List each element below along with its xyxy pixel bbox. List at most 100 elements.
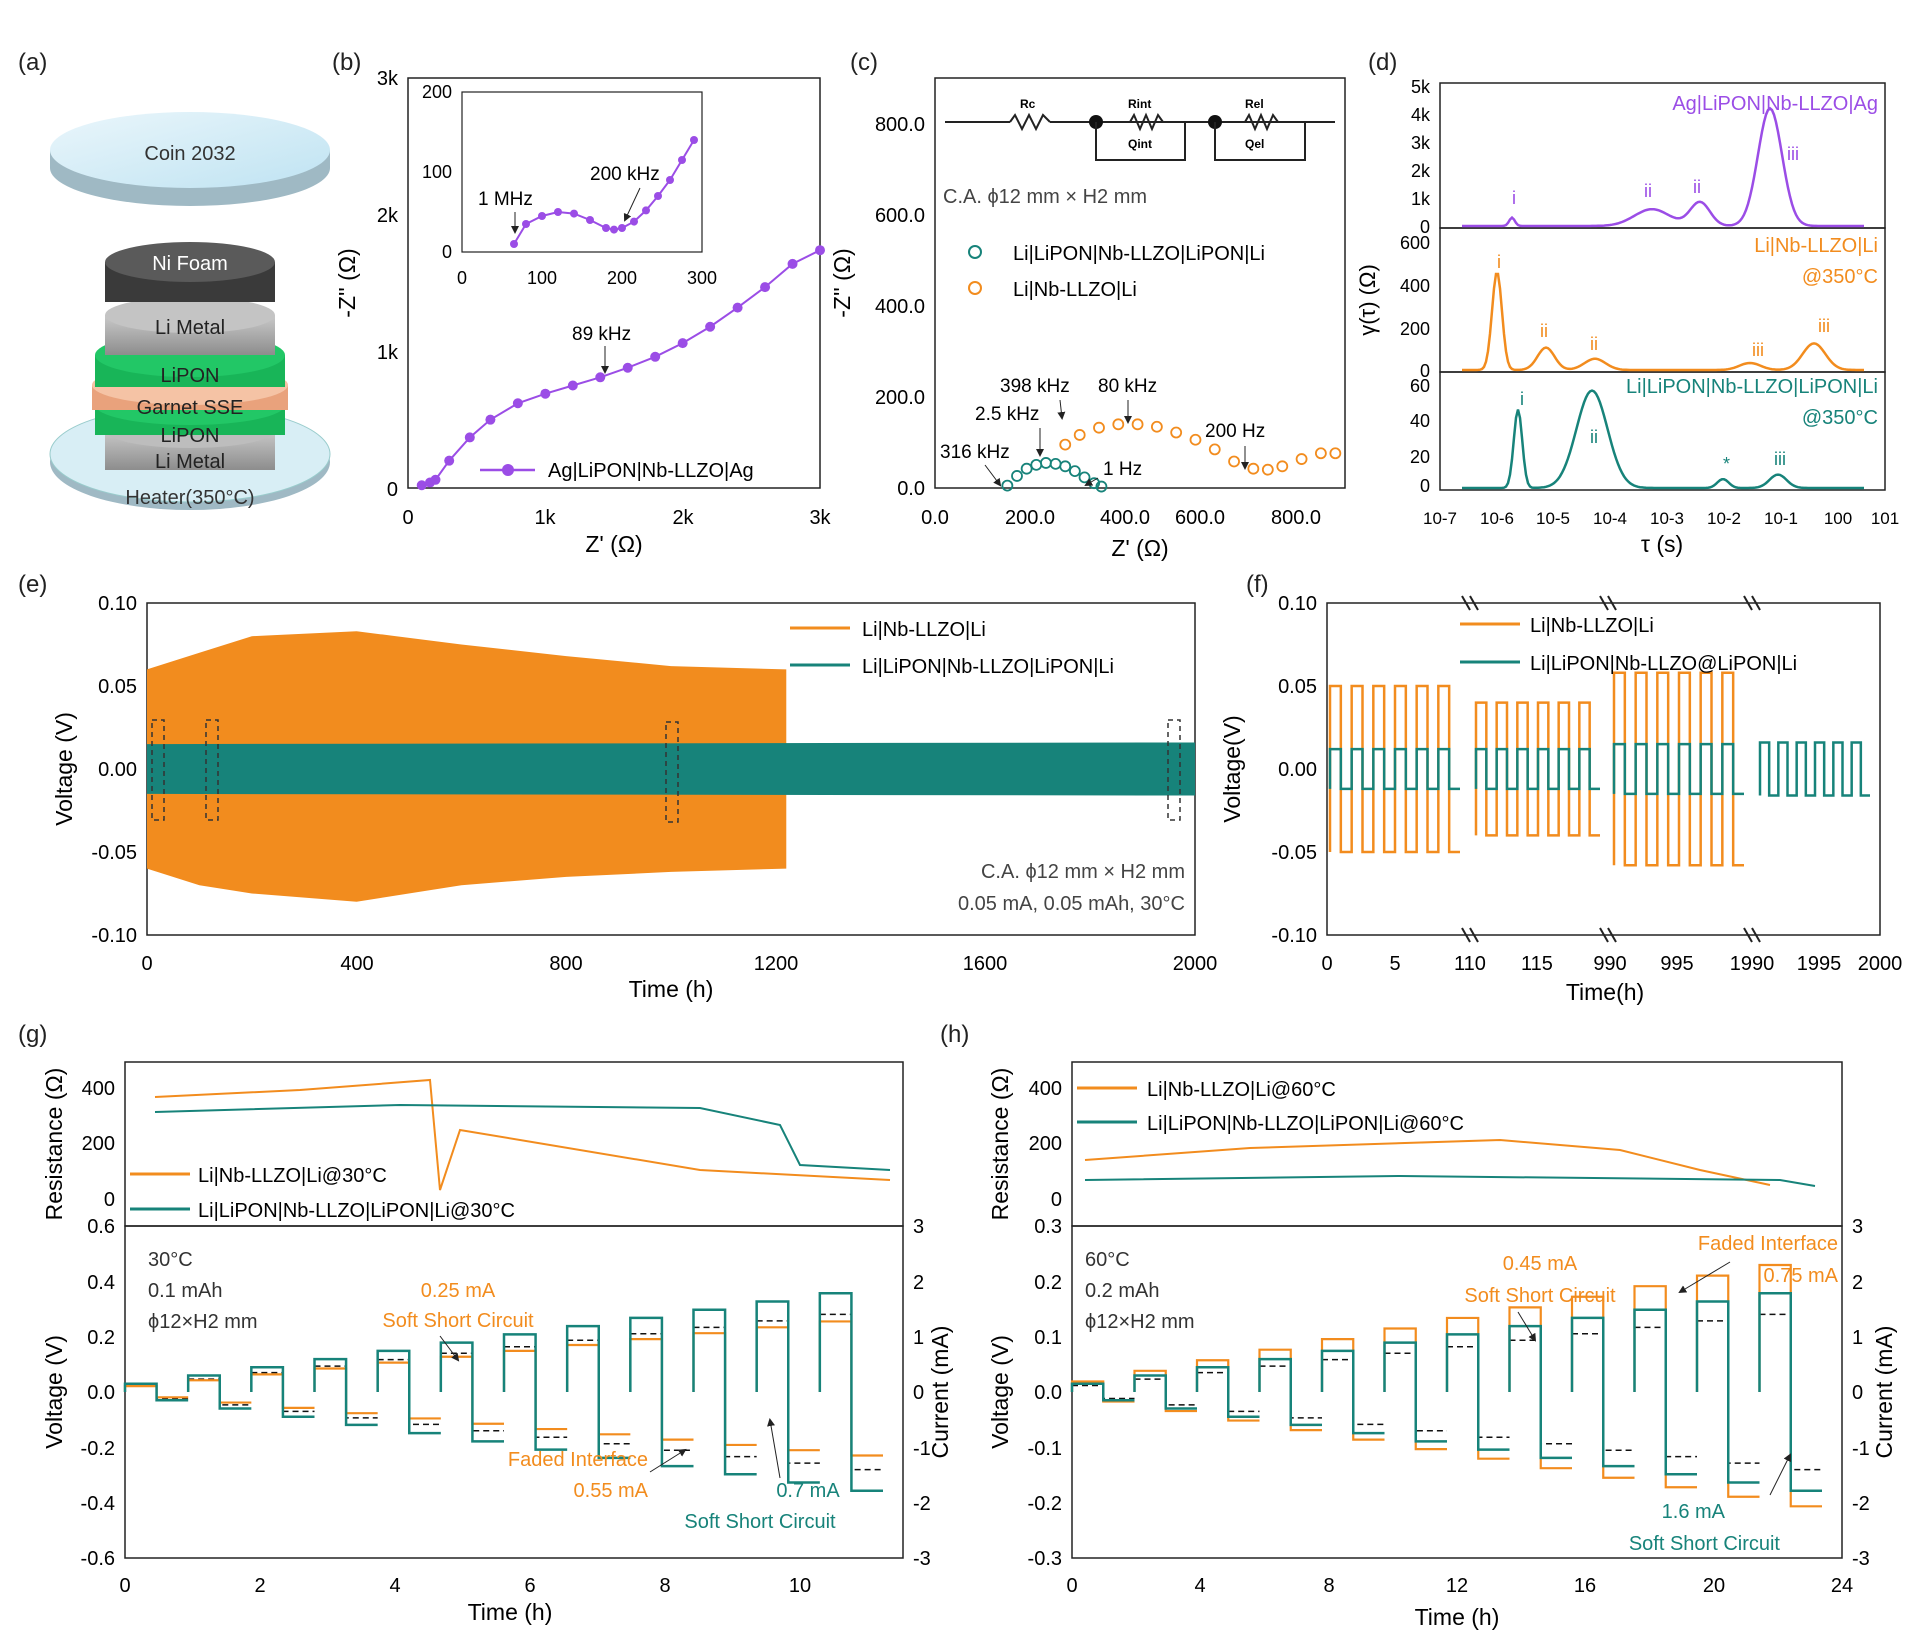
panel-e-cycling: 0 400 800 1200 1600 2000 -0.10 -0.05 0.0… <box>51 593 1217 1002</box>
b-point <box>512 398 523 409</box>
h-ytick: 0.2 <box>1034 1272 1062 1294</box>
g-ytick: 0.4 <box>87 1272 115 1294</box>
e-ytick: -0.10 <box>91 925 137 947</box>
c-point <box>1112 418 1125 431</box>
b-inset-point <box>570 209 578 218</box>
panel-label-g: (g) <box>18 1021 47 1048</box>
g-ytick: -0.6 <box>81 1548 115 1570</box>
b-inset-xtick: 0 <box>457 268 467 288</box>
d1-peak: iii <box>1787 144 1799 164</box>
g-xtick: 6 <box>524 1575 535 1597</box>
h-note: ϕ12×H2 mm <box>1085 1311 1195 1333</box>
b-inset-point <box>510 240 518 248</box>
b-point <box>760 282 771 293</box>
e-ytick: 0.10 <box>98 593 137 615</box>
c-anno-200hz: 200 Hz <box>1205 421 1265 442</box>
d-xtick: 10-2 <box>1707 509 1741 528</box>
e-ticklabels: 0 400 800 1200 1600 2000 -0.10 -0.05 0.0… <box>91 593 1217 975</box>
d1-ytick: 2k <box>1411 161 1431 181</box>
f-wave <box>1328 747 1460 791</box>
g-ylabel2: Current (mA) <box>927 1326 953 1459</box>
b-inset-ytick: 0 <box>442 242 452 262</box>
g-series-voltage-lipon <box>123 1291 883 1493</box>
c-point <box>1078 471 1091 484</box>
f-xtick: 995 <box>1660 953 1693 975</box>
d2-ytick: 600 <box>1400 233 1430 253</box>
c-anno-2.5k: 2.5 kHz <box>975 404 1039 425</box>
c-legend-lipon: Li|LiPON|Nb-LLZO|LiPON|Li <box>1013 243 1265 265</box>
c-point <box>1030 458 1043 471</box>
b-legend-label: Ag|LiPON|Nb-LLZO|Ag <box>548 460 754 482</box>
g-ytick: 0.0 <box>87 1382 115 1404</box>
f-ytick: -0.10 <box>1271 925 1317 947</box>
g-note: 30°C <box>148 1249 193 1271</box>
c-point <box>1040 457 1052 469</box>
g-xtick: 0 <box>119 1575 130 1597</box>
h-y2tick: -3 <box>1852 1548 1870 1570</box>
h-ylabel2: Current (mA) <box>1871 1326 1897 1459</box>
h-y2tick: 0 <box>1852 1382 1863 1404</box>
c-point <box>1208 443 1221 456</box>
c-point <box>1131 418 1144 431</box>
b-inset-point <box>654 192 662 200</box>
b-inset-point <box>610 225 618 234</box>
c-xlabel: Z' (Ω) <box>1111 535 1168 561</box>
c-circuit-rc: Rc <box>1020 97 1036 111</box>
h-note: 0.2 mAh <box>1085 1280 1159 1302</box>
d1-peak: ii <box>1693 177 1701 197</box>
d3-ytick: 20 <box>1410 447 1430 467</box>
e-ytick: -0.05 <box>91 842 137 864</box>
d2-legend: Li|Nb-LLZO|Li <box>1754 235 1878 257</box>
b-inset-point <box>690 136 698 144</box>
h-legend-lipon: Li|LiPON|Nb-LLZO|LiPON|Li@60°C <box>1147 1113 1464 1135</box>
c-ytick: 0.0 <box>897 478 925 500</box>
b-series <box>416 245 825 491</box>
d2-ytick: 200 <box>1400 319 1430 339</box>
d-xtick: 10-6 <box>1480 509 1514 528</box>
b-inset-point <box>618 224 626 232</box>
g-ytick: -0.4 <box>81 1493 115 1515</box>
b-ylabel: -Z'' (Ω) <box>334 248 360 317</box>
d2-ytick: 0 <box>1420 361 1430 381</box>
b-point <box>622 362 633 373</box>
c-xtick: 800.0 <box>1271 507 1321 529</box>
e-xtick: 400 <box>340 953 373 975</box>
h-res-lipon <box>1084 1174 1816 1187</box>
e-note-1: C.A. ϕ12 mm × H2 mm <box>981 861 1185 883</box>
f-ticklabels: 0 5 110 115 990 995 1990 1995 2000 -0.10… <box>1271 593 1902 975</box>
b-ytick: 2k <box>377 205 399 227</box>
c-xtick: 200.0 <box>1005 507 1055 529</box>
layer-li-metal-bottom: Li Metal <box>155 451 225 473</box>
c-xticklabels: 0.0 200.0 400.0 600.0 800.0 0.0 200.0 40… <box>875 114 1321 529</box>
g-ticklabels: 0 200 400 -0.6 -0.4 -0.2 0.0 0.2 0.4 0.6… <box>81 1078 931 1597</box>
b-point <box>464 432 475 443</box>
f-xtick: 1990 <box>1730 953 1775 975</box>
b-ytick: 3k <box>377 68 399 90</box>
h-anno: 0.45 mA <box>1503 1253 1578 1275</box>
c-point <box>1314 447 1327 460</box>
c-legend-bare: Li|Nb-LLZO|Li <box>1013 279 1137 301</box>
e-note-2: 0.05 mA, 0.05 mAh, 30°C <box>958 893 1185 915</box>
d1-ytick: 4k <box>1411 105 1431 125</box>
d2-peak: i <box>1497 252 1501 272</box>
h-xlabel: Time (h) <box>1415 1604 1500 1630</box>
c-ylabel: -Z'' (Ω) <box>829 248 855 317</box>
g-xtick: 4 <box>389 1575 400 1597</box>
g-top-ylabel: Resistance (Ω) <box>41 1068 67 1221</box>
e-xtick: 1600 <box>963 953 1008 975</box>
b-xlabel: Z' (Ω) <box>585 531 642 557</box>
d3-peak: iii <box>1774 449 1786 469</box>
f-xtick: 990 <box>1593 953 1626 975</box>
b-inset-xtick: 300 <box>687 268 717 288</box>
panel-f-zoom: 0 5 110 115 990 995 1990 1995 2000 -0.10… <box>1219 593 1902 1005</box>
b-point <box>732 302 743 313</box>
f-ytick: -0.05 <box>1271 842 1317 864</box>
d-xtick: 101 <box>1871 509 1899 528</box>
c-ytick: 800.0 <box>875 114 925 136</box>
layer-garnet: Garnet SSE <box>137 397 244 419</box>
g-y2tick: 3 <box>913 1216 924 1238</box>
g-xtick: 8 <box>659 1575 670 1597</box>
b-anno-89khz: 89 kHz <box>572 324 631 345</box>
c-anno-1hz: 1 Hz <box>1103 459 1142 480</box>
